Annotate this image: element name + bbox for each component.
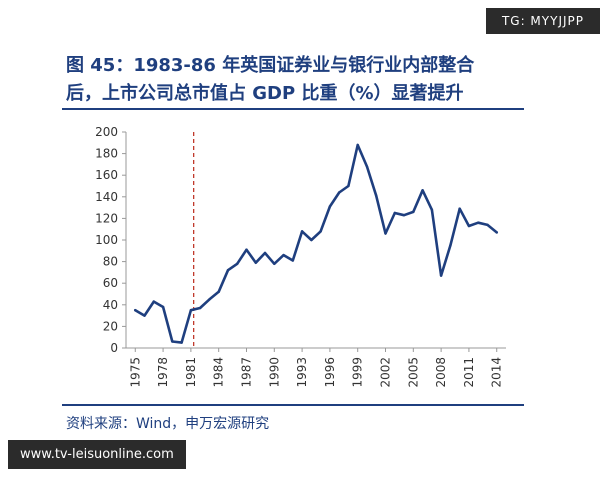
data-point (171, 340, 174, 343)
y-tick-label: 200 (95, 125, 118, 139)
data-point (486, 223, 489, 227)
data-point (384, 232, 387, 235)
x-tick-label: 1993 (295, 357, 309, 388)
x-tick-label: 1978 (156, 357, 170, 388)
data-point (476, 221, 480, 224)
source-divider (62, 404, 524, 406)
data-point (217, 290, 220, 294)
x-tick-label: 1975 (128, 357, 142, 388)
data-point (310, 238, 313, 242)
data-point (412, 210, 415, 214)
data-point (282, 253, 285, 257)
data-point (356, 143, 359, 147)
data-point (180, 341, 183, 344)
data-point (236, 262, 239, 265)
y-tick-label: 120 (95, 211, 118, 225)
data-point (198, 306, 202, 310)
data-point (152, 300, 156, 303)
data-point (347, 184, 350, 188)
x-tick-label: 2008 (434, 357, 448, 388)
data-point (319, 230, 322, 233)
y-tick-label: 180 (95, 147, 118, 161)
data-point (495, 231, 498, 234)
data-point (134, 309, 137, 312)
data-point (393, 211, 396, 215)
data-point (449, 244, 452, 247)
series-line (134, 143, 499, 344)
data-point (421, 189, 424, 192)
data-point (208, 298, 211, 301)
data-point (291, 259, 295, 262)
x-tick-label: 2011 (462, 357, 476, 388)
source-note: 资料来源：Wind，申万宏源研究 (66, 416, 270, 432)
chart-title-line-2: 后，上市公司总市值占 GDP 比重（%）显著提升 (66, 83, 464, 104)
data-point (300, 230, 304, 233)
data-point (263, 251, 267, 255)
x-tick-label: 2005 (406, 357, 420, 388)
data-point (254, 261, 257, 264)
data-point (365, 165, 369, 168)
data-point (328, 205, 332, 208)
data-point (430, 208, 434, 211)
y-tick-label: 140 (95, 190, 118, 204)
data-point (458, 207, 461, 210)
x-tick-label: 1999 (351, 357, 365, 388)
data-point (273, 262, 276, 265)
data-point (161, 305, 165, 309)
data-point (402, 213, 406, 217)
watermark-url: www.tv-leisuonline.com (8, 440, 186, 469)
y-tick-label: 60 (103, 276, 118, 290)
y-tick-label: 80 (103, 255, 118, 269)
x-tick-label: 2014 (490, 357, 504, 388)
data-point (375, 194, 378, 197)
y-tick-label: 20 (103, 319, 118, 333)
chart-title-line-1: 图 45：1983-86 年英国证券业与银行业内部整合 (66, 55, 475, 76)
watermark-top-right: TG: MYYJJPP (485, 8, 600, 34)
x-tick-label: 1996 (323, 357, 337, 388)
x-tick-label: 1987 (239, 357, 253, 388)
data-point (143, 314, 146, 317)
line-chart: 0 20 40 60 80 100 120 140 160 180 200 1975 1978 1981 1… (95, 125, 506, 388)
x-tick-label: 2002 (379, 357, 393, 388)
data-point (467, 224, 471, 228)
data-point (337, 191, 341, 194)
data-point (226, 269, 230, 272)
y-tick-label: 0 (110, 341, 118, 355)
y-tick-label: 100 (95, 233, 118, 247)
title-divider (62, 108, 524, 110)
x-tick-label: 1981 (184, 357, 198, 388)
y-tick-label: 40 (103, 298, 118, 312)
data-point (439, 274, 443, 277)
x-tick-label: 1984 (212, 357, 226, 388)
y-tick-label: 160 (95, 168, 118, 182)
data-point (245, 248, 248, 251)
data-point (189, 309, 193, 312)
x-tick-label: 1990 (267, 357, 281, 388)
